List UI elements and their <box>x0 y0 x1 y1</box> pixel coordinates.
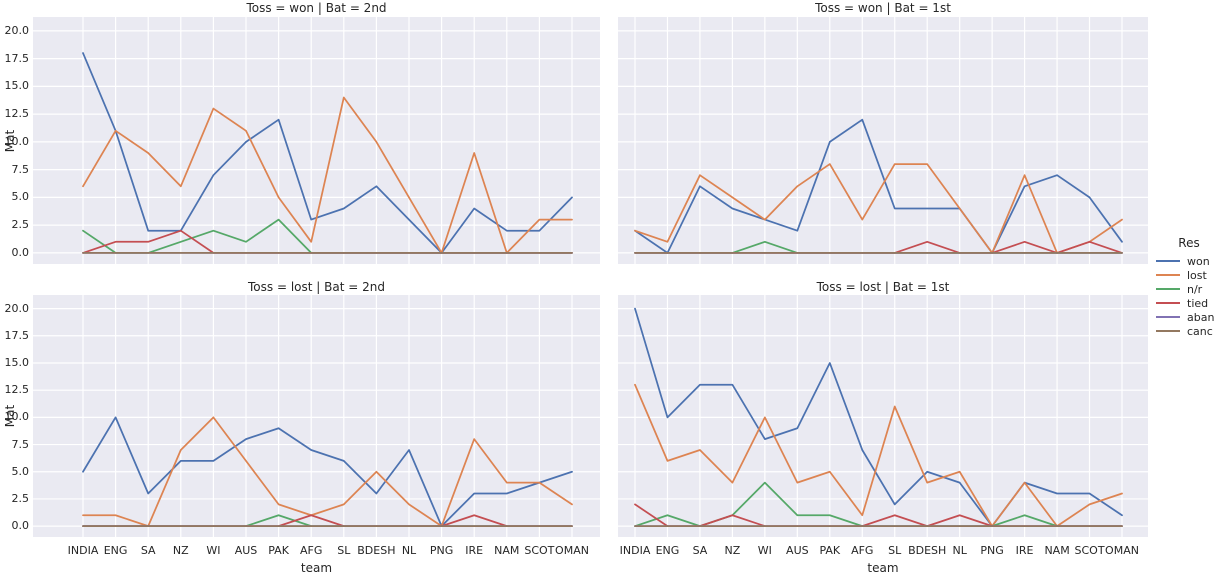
x-tick-label: SCOT <box>524 544 555 557</box>
legend-item-canc: canc <box>1156 324 1228 338</box>
facet-title: Toss = won | Bat = 2nd <box>246 1 387 15</box>
legend-swatch-lost-icon <box>1156 274 1180 276</box>
series-line-lost <box>82 416 573 527</box>
y-tick-label: 20.0 <box>4 301 30 315</box>
y-tick-label: 0.0 <box>11 245 30 259</box>
x-tick-label: PNG <box>429 544 454 557</box>
x-tick-label: AUS <box>234 544 258 557</box>
x-tick-label: SCOT <box>1074 544 1105 557</box>
x-tick-label: NL <box>401 544 417 557</box>
series-line-lost <box>82 96 573 254</box>
legend-swatch-nr-icon <box>1156 288 1180 290</box>
x-axis-label: team <box>300 561 333 575</box>
x-tick-label: OMAN <box>555 544 589 557</box>
x-tick-label: NL <box>952 544 967 557</box>
y-tick-label: 10.0 <box>4 134 30 148</box>
legend-item-lost: lost <box>1156 268 1228 282</box>
series-line-won <box>82 52 573 254</box>
x-tick-label: NAM <box>494 544 520 557</box>
x-tick-label: SA <box>140 544 156 557</box>
y-tick-label: 2.5 <box>11 218 30 232</box>
y-tick-label: 0.0 <box>11 519 30 533</box>
y-tick-label: 12.5 <box>4 383 30 397</box>
series-line-tied <box>82 514 573 527</box>
legend-label: n/r <box>1187 282 1203 296</box>
x-tick-label: IRE <box>465 544 484 557</box>
x-tick-label: BDESH <box>908 544 947 557</box>
legend-items: won lost n/r tied aban canc <box>1156 254 1228 338</box>
facet-title: Toss = lost | Bat = 1st <box>816 280 950 294</box>
y-tick-label: 20.0 <box>4 23 30 37</box>
facet-title: Toss = won | Bat = 1st <box>815 1 951 15</box>
legend-swatch-tied-icon <box>1156 302 1180 304</box>
x-tick-label: IRE <box>1015 544 1034 557</box>
series-line-lost <box>634 163 1123 254</box>
x-tick-label: WI <box>206 544 221 557</box>
x-tick-label: NAM <box>1044 544 1070 557</box>
legend-swatch-canc-icon <box>1156 330 1180 332</box>
series-line-tied <box>634 240 1123 254</box>
x-tick-label: PAK <box>819 544 841 557</box>
y-tick-label: 17.5 <box>4 328 30 342</box>
legend-label: lost <box>1187 268 1207 282</box>
series-line-won <box>634 118 1123 254</box>
x-tick-label: AFG <box>851 544 874 557</box>
x-tick-label: WI <box>757 544 772 557</box>
series-line-won <box>634 307 1123 527</box>
x-tick-label: ENG <box>655 544 680 557</box>
legend: Res won lost n/r tied aban canc <box>1156 236 1228 338</box>
x-tick-label: OMAN <box>1105 544 1139 557</box>
x-tick-label: BDESH <box>357 544 396 557</box>
legend-label: aban <box>1187 310 1215 324</box>
x-tick-label: ENG <box>103 544 128 557</box>
y-tick-label: 17.5 <box>4 51 30 65</box>
legend-swatch-won-icon <box>1156 260 1180 262</box>
series-line-won <box>82 416 573 527</box>
y-tick-label: 12.5 <box>4 107 30 121</box>
y-tick-label: 5.0 <box>11 190 30 204</box>
facet-plot-toss-won-bat-1st <box>618 17 1148 264</box>
x-tick-label: AFG <box>299 544 323 557</box>
facet-title: Toss = lost | Bat = 2nd <box>248 280 385 294</box>
legend-label: won <box>1187 254 1210 268</box>
x-tick-label: SL <box>888 544 902 557</box>
legend-item-won: won <box>1156 254 1228 268</box>
series-line-lost <box>634 383 1123 527</box>
legend-swatch-aban-icon <box>1156 316 1180 318</box>
series-line-nr <box>634 240 1123 254</box>
x-tick-label: SL <box>337 544 351 557</box>
y-tick-label: 15.0 <box>4 79 30 93</box>
x-tick-label: INDIA <box>619 544 651 557</box>
x-axis-label: team <box>867 561 899 575</box>
x-tick-label: NZ <box>172 544 189 557</box>
y-tick-label: 7.5 <box>11 162 30 176</box>
y-tick-label: 2.5 <box>11 491 30 505</box>
legend-label: canc <box>1187 324 1213 338</box>
series-line-nr <box>634 481 1123 527</box>
y-tick-label: 5.0 <box>11 464 30 478</box>
x-tick-label: NZ <box>724 544 741 557</box>
facet-plot-toss-lost-bat-2nd <box>33 295 600 537</box>
facet-plot-toss-won-bat-2nd <box>33 17 600 264</box>
legend-label: tied <box>1187 296 1209 310</box>
legend-item-tied: tied <box>1156 296 1228 310</box>
legend-item-nr: n/r <box>1156 282 1228 296</box>
y-tick-label: 15.0 <box>4 355 30 369</box>
y-tick-label: 10.0 <box>4 410 30 424</box>
x-tick-label: PNG <box>980 544 1004 557</box>
facet-plot-toss-lost-bat-1st <box>618 295 1148 537</box>
x-tick-label: INDIA <box>67 544 99 557</box>
x-tick-label: SA <box>692 544 708 557</box>
x-tick-label: AUS <box>786 544 809 557</box>
legend-title: Res <box>1178 236 1200 250</box>
legend-item-aban: aban <box>1156 310 1228 324</box>
y-tick-label: 7.5 <box>11 437 30 451</box>
x-tick-label: PAK <box>268 544 289 557</box>
